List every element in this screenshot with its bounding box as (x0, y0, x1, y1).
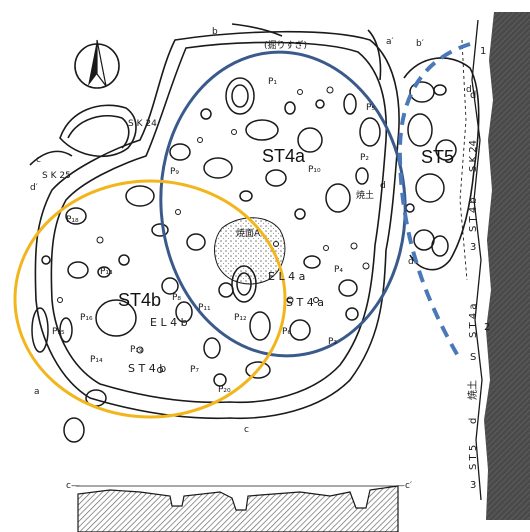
p20-label: P₂₀ (218, 385, 231, 395)
st4b-overlay-label: ST4b (118, 290, 161, 310)
small-pit-dots (57, 86, 370, 373)
section-line-d-small-label: d (408, 257, 414, 267)
section-line-d-prime-label: d′ (30, 183, 38, 193)
st5-overlay-label: ST5 (421, 147, 454, 167)
p18-label: P₁₈ (66, 215, 79, 225)
vertical-section-profile (459, 12, 530, 520)
st4a-plan-label: S T 4 a (286, 296, 324, 309)
p10-label: P₁₀ (308, 165, 321, 175)
section-line-a-prime-label: a′ (386, 37, 394, 47)
p16-label: P₁₆ (80, 313, 93, 323)
overdig-label: (掘りすぎ) (264, 39, 307, 51)
section-n1-label: 1 (480, 46, 486, 57)
sk24-label: S K 24 (128, 119, 157, 129)
p13-label: P₁₃ (100, 267, 113, 277)
section-burnt-label: 焼土 (466, 380, 479, 400)
section-line-d-label: d (380, 181, 386, 191)
p19-label: P₁₉ (130, 345, 143, 355)
p15-label: P₁₅ (52, 327, 65, 337)
p7-label: P₇ (190, 365, 199, 375)
p5-label: P₅ (366, 103, 375, 113)
section-line-b-label: b (212, 27, 218, 37)
pit-outlines (29, 23, 480, 420)
sk25-label: S K 25 (42, 171, 71, 181)
p8-label: P₈ (172, 293, 181, 303)
burn-surface-label: 焼面A (236, 228, 261, 239)
section-st4a-label: S T 4 a (468, 304, 479, 338)
burnt-soil-label: 焼土 (356, 189, 374, 201)
section-d-label: d (470, 90, 476, 101)
section-line-b-prime-label: b′ (416, 39, 424, 49)
bottom-section-profile (76, 485, 399, 532)
section-n3-label: 3 (470, 242, 476, 253)
section-line-d-prime-right-label: d′ (466, 85, 474, 95)
el4b-label: E L 4 b (150, 316, 188, 329)
p1-label: P₁ (268, 77, 277, 87)
section-d2-label: d (468, 418, 479, 424)
section-line-c-label: c (244, 425, 249, 435)
section-labels: S K 24 S T 4 b S T 4 a S T 5 d d 焼土 S 3 … (466, 46, 490, 491)
st4b-overlay-ellipse (13, 179, 287, 419)
st4a-overlay-ellipse (159, 50, 407, 358)
burnt-surface-area (214, 217, 286, 285)
section-n3b-label: 3 (470, 480, 476, 491)
north-arrow-icon (74, 39, 120, 89)
st4b-plan-label: S T 4 b (128, 362, 166, 375)
profile-c-label: c— (66, 481, 80, 491)
section-sk24-label: S K 24 (468, 140, 479, 172)
el4a-label: E L 4 a (268, 270, 305, 283)
st4a-overlay-label: ST4a (262, 146, 306, 166)
section-s-label: S (470, 352, 476, 363)
section-n2-label: 2 (484, 322, 490, 333)
p11-label: P₁₁ (198, 303, 211, 313)
p12-label: P₁₂ (234, 313, 247, 323)
section-st4b-label: S T 4 b (468, 197, 479, 232)
section-st5-label: S T 5 (468, 445, 479, 470)
p4-label: P₄ (334, 265, 343, 275)
p3-label: P₃ (328, 337, 337, 347)
p9-label: P₉ (170, 167, 179, 177)
section-line-c-prime-label: c′ (36, 155, 43, 165)
p6-label: P₆ (282, 327, 291, 337)
section-line-a-label: a (34, 387, 40, 397)
p2-label: P₂ (360, 153, 369, 163)
profile-c-prime-label: —c′ (396, 481, 412, 491)
p14-label: P₁₄ (90, 355, 103, 365)
st5-overlay-dashed-arc (397, 42, 471, 357)
